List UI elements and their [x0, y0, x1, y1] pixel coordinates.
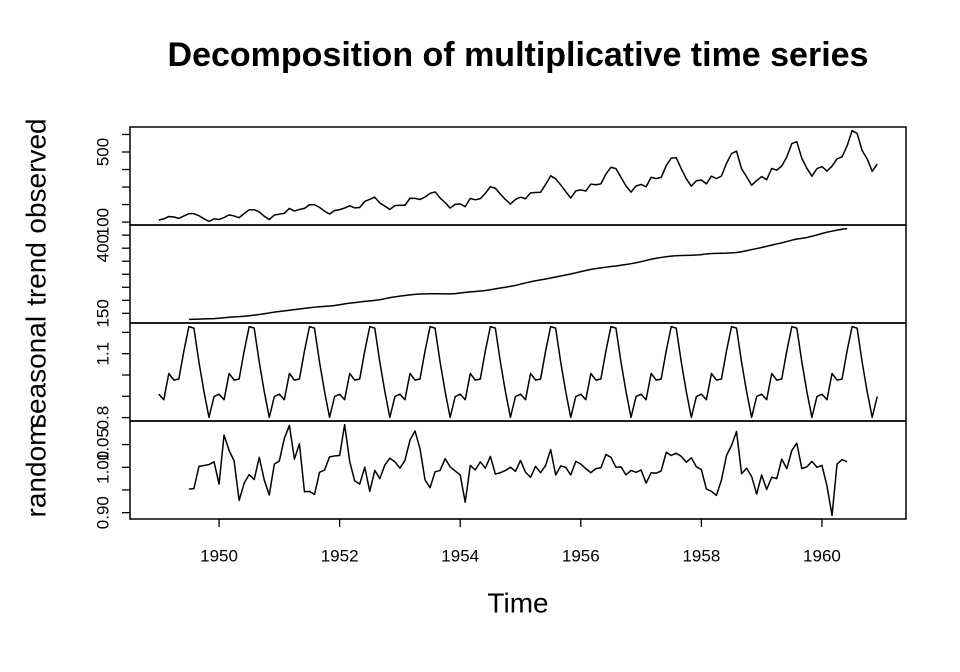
y-tick-label: 1.05	[93, 428, 112, 461]
x-axis-label: Time	[487, 587, 548, 618]
y-tick-label: 0.8	[93, 406, 112, 430]
panel-frame	[129, 126, 907, 226]
panel-frame	[129, 224, 907, 324]
y-tick-label: 400	[93, 234, 112, 262]
series-line	[158, 129, 878, 223]
y-tick-label: 100	[93, 208, 112, 236]
y-axis-label: random	[20, 423, 51, 518]
x-tick-label: 1952	[321, 546, 359, 565]
x-tick-label: 1958	[682, 546, 720, 565]
series-line	[158, 325, 878, 419]
y-axis-label: trend	[20, 242, 51, 306]
y-tick-label: 150	[93, 299, 112, 327]
y-tick-label: 0.90	[93, 496, 112, 529]
series-line	[188, 423, 848, 517]
y-axis-label: seasonal	[20, 316, 51, 428]
x-tick-label: 1954	[441, 546, 479, 565]
y-tick-label: 1.00	[93, 451, 112, 484]
x-tick-label: 1956	[562, 546, 600, 565]
panel-frame	[129, 420, 907, 520]
series-line	[188, 227, 848, 321]
y-tick-label: 1.1	[93, 342, 112, 366]
x-tick-label: 1950	[200, 546, 238, 565]
y-axis-label: observed	[20, 118, 51, 233]
x-tick-label: 1960	[803, 546, 841, 565]
chart-title: Decomposition of multiplicative time ser…	[168, 36, 869, 74]
y-tick-label: 500	[93, 138, 112, 166]
